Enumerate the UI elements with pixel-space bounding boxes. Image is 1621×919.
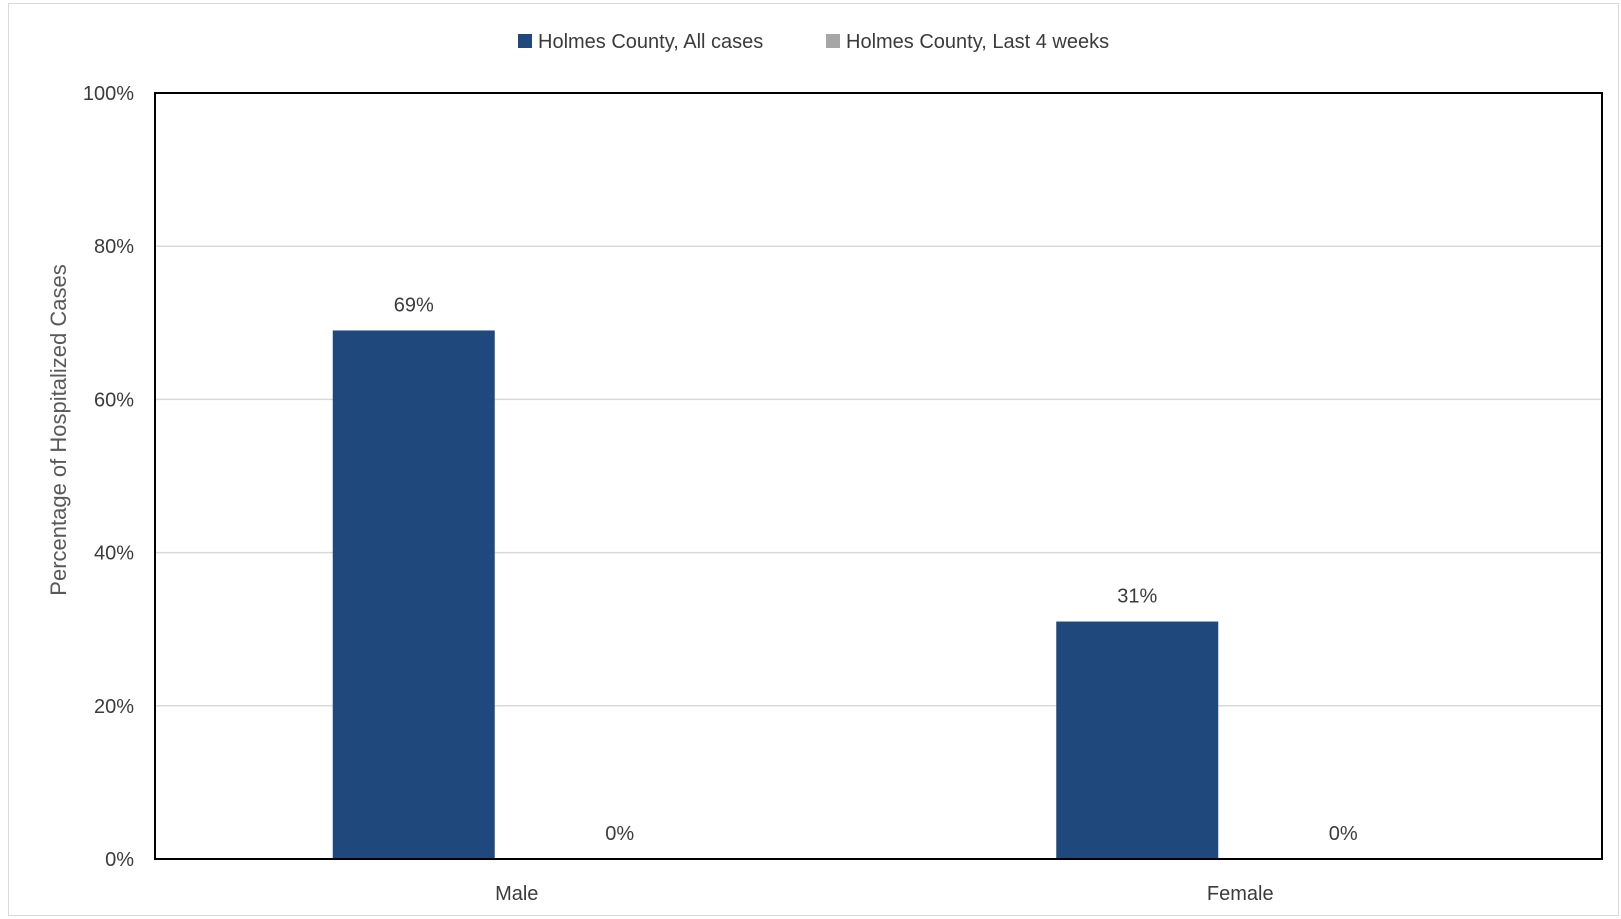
legend-label: Holmes County, Last 4 weeks — [846, 31, 1109, 53]
x-tick-label: Female — [1207, 883, 1274, 905]
y-tick-label: 0% — [105, 849, 134, 871]
bar-male-series-1 — [332, 330, 495, 860]
legend-swatch — [826, 34, 840, 48]
data-label: 0% — [605, 823, 634, 845]
data-label: 69% — [394, 294, 434, 316]
x-axis-labels: Male Female — [495, 883, 1274, 905]
y-tick-label: 100% — [83, 83, 134, 105]
y-axis-ticks: 0% 20% 40% 60% 80% 100% — [83, 83, 134, 871]
legend-swatch — [518, 34, 532, 48]
legend: Holmes County, All cases Holmes County, L… — [518, 31, 1109, 53]
bar-female-series-1 — [1056, 621, 1219, 859]
chart-frame — [8, 3, 1619, 916]
legend-label: Holmes County, All cases — [538, 31, 763, 53]
x-tick-label: Male — [495, 883, 538, 905]
y-tick-label: 20% — [94, 696, 134, 718]
data-label: 31% — [1117, 586, 1157, 608]
y-axis-title: Percentage of Hospitalized Cases — [46, 264, 71, 595]
data-label: 0% — [1329, 823, 1358, 845]
y-tick-label: 40% — [94, 543, 134, 565]
plot-area-border — [154, 92, 1603, 860]
bars — [332, 330, 1219, 860]
y-tick-label: 60% — [94, 389, 134, 411]
y-tick-label: 80% — [94, 236, 134, 258]
data-labels: 69% 0% 31% 0% — [394, 294, 1358, 845]
